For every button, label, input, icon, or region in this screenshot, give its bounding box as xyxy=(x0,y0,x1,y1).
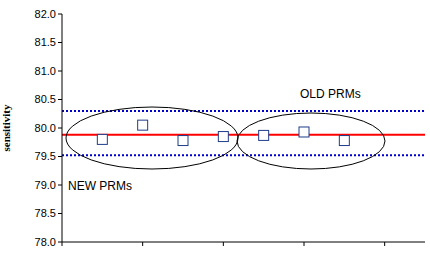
svg-text:80.5: 80.5 xyxy=(35,93,56,105)
svg-text:OLD PRMs: OLD PRMs xyxy=(300,87,361,101)
svg-text:81.5: 81.5 xyxy=(35,36,56,48)
svg-text:79.0: 79.0 xyxy=(35,179,56,191)
svg-text:79.5: 79.5 xyxy=(35,150,56,162)
svg-text:sensitivity: sensitivity xyxy=(8,104,12,152)
svg-text:NEW PRMs: NEW PRMs xyxy=(68,179,132,193)
svg-text:78.5: 78.5 xyxy=(35,207,56,219)
svg-text:82.0: 82.0 xyxy=(35,8,56,20)
svg-text:78.0: 78.0 xyxy=(35,236,56,248)
svg-text:80.0: 80.0 xyxy=(35,122,56,134)
svg-text:81.0: 81.0 xyxy=(35,65,56,77)
